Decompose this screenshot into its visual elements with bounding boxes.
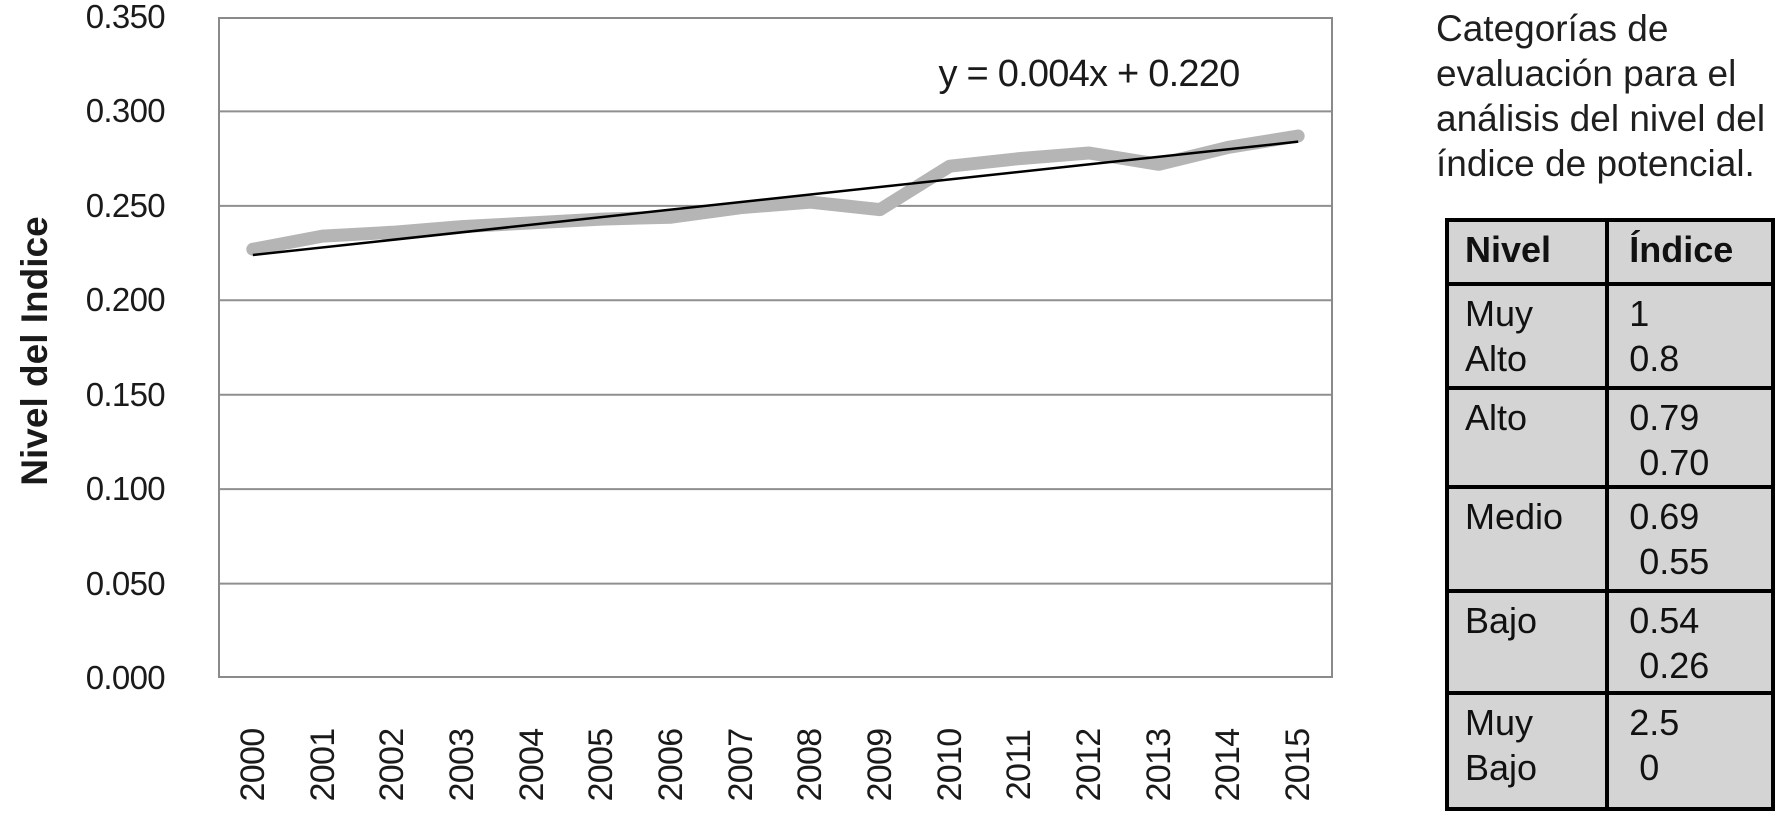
x-tick-label: 2010 [930,728,969,802]
y-tick-label: 0.150 [85,375,166,413]
table-cell-indice: 0.79 0.70 [1605,386,1775,489]
table-row: Bajo 0.54 0.26 [1444,589,1775,695]
x-tick-label: 2014 [1209,728,1248,802]
y-axis-title: Nivel del Indice [14,216,55,486]
y-tick-label: 0.350 [85,0,166,35]
table-row: Muy Bajo 2.5 0 [1444,691,1775,811]
table-header-nivel: Nivel [1444,218,1610,286]
x-tick-label: 2001 [303,728,342,802]
x-tick-label: 2005 [582,728,621,802]
x-tick-label: 2015 [1279,728,1318,802]
chart-svg [218,17,1333,678]
y-tick-label: 0.300 [85,92,166,130]
y-tick-label: 0.100 [85,470,166,508]
table-cell-nivel: Alto [1444,386,1610,489]
trendline-equation-label: y = 0.004x + 0.220 [938,53,1240,95]
table-cell-nivel: Muy Alto [1444,282,1610,390]
table-row: Alto 0.79 0.70 [1444,386,1775,489]
table-header-row: Nivel Índice [1444,218,1775,286]
plot-border [218,17,1333,678]
side-caption: Categorías de evaluación para el análisi… [1436,8,1766,184]
x-tick-label: 2002 [373,728,412,802]
categories-table: Nivel Índice Muy Alto 1 0.8 Alto 0.79 0.… [1444,218,1775,811]
y-tick-label: 0.000 [85,659,166,696]
x-tick-label: 2011 [1000,729,1039,801]
series-line [246,129,1305,256]
x-tick-label: 2003 [442,728,481,802]
table-row: Muy Alto 1 0.8 [1444,282,1775,390]
x-tick-label: 2007 [721,728,760,802]
table-cell-indice: 1 0.8 [1605,282,1775,390]
x-tick-label: 2006 [651,728,690,802]
table-row: Medio 0.69 0.55 [1444,485,1775,593]
x-tick-label: 2012 [1070,728,1109,802]
table-cell-indice: 0.54 0.26 [1605,589,1775,695]
x-tick-label: 2008 [791,728,830,802]
x-tick-label: 2004 [512,728,551,802]
x-tick-label: 2013 [1139,728,1178,802]
trendline [252,140,1299,257]
table-cell-indice: 0.69 0.55 [1605,485,1775,593]
plot-area [218,17,1333,678]
y-tick-label: 0.050 [85,564,166,602]
table-cell-nivel: Bajo [1444,589,1610,695]
table-cell-nivel: Medio [1444,485,1610,593]
x-tick-label: 2000 [233,728,272,802]
y-tick-label: 0.200 [85,281,166,319]
table-cell-indice: 2.5 0 [1605,691,1775,811]
table-header-indice: Índice [1605,218,1775,286]
x-tick-label: 2009 [861,728,900,802]
y-tick-label: 0.250 [85,186,166,224]
table-cell-nivel: Muy Bajo [1444,691,1610,811]
